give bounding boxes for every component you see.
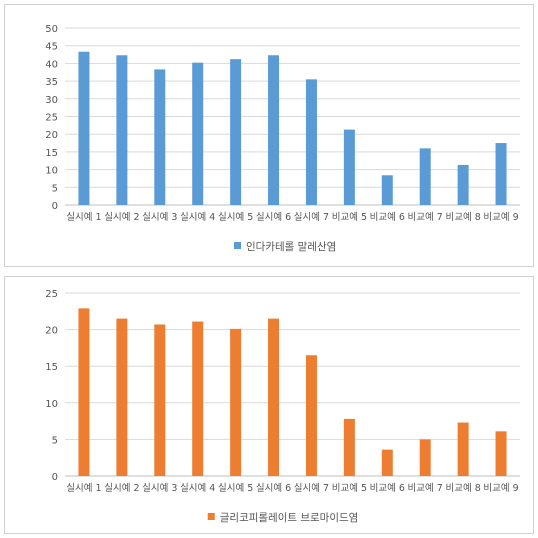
chart-b-ytick-label: 25 — [45, 289, 58, 300]
chart-b-ytick-label: 5 — [52, 435, 58, 446]
chart-b-xtick-label: 실시예 2 — [104, 483, 139, 494]
chart-a-xtick-label: 실시예 2 — [104, 212, 139, 223]
chart-b-xtick-label: 비교예 9 — [483, 483, 518, 494]
chart-a-xtick-label: 비교예 7 — [408, 212, 443, 223]
chart-b-legend-swatch — [207, 513, 215, 520]
chart-a-ytick-label: 0 — [52, 201, 58, 212]
chart-a-xtick-label: 비교예 6 — [370, 212, 405, 223]
chart-b-xtick-label: 비교예 8 — [445, 483, 480, 494]
chart-a-bar — [419, 148, 431, 205]
chart-a-xtick-label: 실시예 4 — [180, 212, 215, 223]
chart-a-xtick-label: 실시예 3 — [142, 212, 177, 223]
chart-a-xtick-label: 비교예 8 — [445, 212, 480, 223]
chart-b-bar — [343, 418, 355, 476]
chart-b-ytick-label: 0 — [52, 472, 58, 483]
chart-a-legend-swatch — [234, 242, 241, 249]
chart-b-bar — [230, 328, 242, 476]
chart-a-ytick-label: 30 — [45, 95, 58, 106]
chart-b-bar — [192, 321, 204, 476]
chart-panel-b: 0 5 10 15 20 25 실시예 1 실시예 2 실시예 3 실시예 4 실시예 5 실시예 6… — [4, 276, 534, 534]
chart-b-xtick-label: 실시예 1 — [66, 483, 101, 494]
chart-b-ytick-label: 20 — [45, 326, 58, 337]
chart-a-xtick-label: 실시예 1 — [66, 212, 101, 223]
chart-b-bar — [78, 308, 90, 476]
chart-a-bar — [116, 55, 128, 206]
chart-a-xtick-label: 비교예 5 — [332, 212, 367, 223]
chart-a-ytick-label: 20 — [45, 130, 58, 141]
chart-b-xtick-label: 비교예 5 — [332, 483, 367, 494]
chart-b-bar — [419, 439, 431, 476]
chart-b-xtick-label: 실시예 6 — [256, 483, 291, 494]
chart-a-bar — [457, 164, 469, 205]
chart-b-xtick-label: 비교예 7 — [408, 483, 443, 494]
chart-a-bar — [192, 62, 204, 205]
chart-a-bar — [381, 175, 393, 205]
chart-a-ytick-label: 25 — [45, 113, 58, 124]
chart-b-ytick-label: 15 — [45, 362, 58, 373]
chart-b-bar — [268, 318, 280, 476]
chart-b-xtick-label: 비교예 6 — [370, 483, 405, 494]
chart-a-ytick-label: 35 — [45, 77, 58, 88]
chart-b-xtick-label: 실시예 7 — [294, 483, 329, 494]
chart-b-ytick-label: 10 — [45, 399, 58, 410]
chart-b-xtick-label: 실시예 4 — [180, 483, 215, 494]
chart-a-legend-label: 인다카테롤 말레산염 — [246, 241, 336, 253]
chart-a-bar — [154, 69, 166, 205]
chart-a-ytick-label: 45 — [45, 42, 58, 53]
chart-a-bar — [305, 79, 317, 205]
chart-a-ytick-label: 5 — [52, 183, 58, 194]
chart-b-bar — [457, 422, 469, 476]
chart-b-bar — [495, 431, 507, 476]
chart-a-svg: 0 5 10 15 20 25 30 35 40 45 50 실시예 1 실시예 2 실시예 3 실시예 4… — [45, 24, 520, 253]
chart-a-bar — [78, 51, 90, 205]
chart-b-bar — [381, 449, 393, 476]
chart-a-xtick-label: 비교예 9 — [483, 212, 518, 223]
chart-b-legend-label: 글리코피롤레이트 브로마이드염 — [220, 512, 359, 524]
chart-a-xtick-label: 실시예 5 — [218, 212, 253, 223]
chart-a-ytick-label: 40 — [45, 59, 58, 70]
chart-b-bar — [305, 355, 317, 476]
chart-a-ytick-label: 10 — [45, 166, 58, 177]
chart-b-bar — [154, 324, 166, 476]
chart-b-xtick-label: 실시예 3 — [142, 483, 177, 494]
chart-a-ytick-label: 15 — [45, 148, 58, 159]
chart-a-bar — [230, 59, 242, 205]
chart-a-xtick-label: 실시예 6 — [256, 212, 291, 223]
chart-a-bar — [268, 55, 280, 206]
chart-panel-a: 0 5 10 15 20 25 30 35 40 45 50 실시예 1 실시예 2 실시예 3 실시예 4… — [4, 4, 534, 267]
chart-b-xtick-label: 실시예 5 — [218, 483, 253, 494]
chart-a-bar — [343, 129, 355, 205]
chart-b-svg: 0 5 10 15 20 25 실시예 1 실시예 2 실시예 3 실시예 4 실시예 5 실시예 6… — [45, 289, 520, 524]
chart-a-xtick-label: 실시예 7 — [294, 212, 329, 223]
chart-a-ytick-label: 50 — [45, 24, 58, 35]
chart-a-bar — [495, 143, 507, 205]
chart-b-bar — [116, 318, 128, 476]
